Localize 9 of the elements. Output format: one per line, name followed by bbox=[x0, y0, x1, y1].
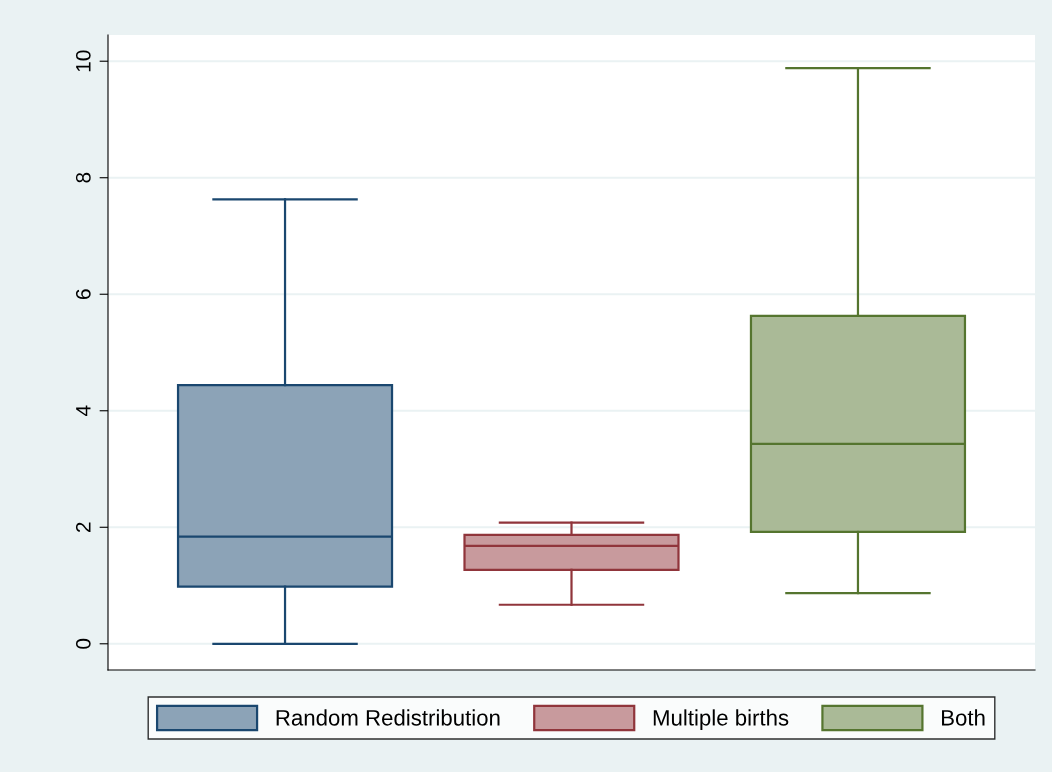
y-tick-label: 6 bbox=[75, 289, 91, 299]
y-tick-label: 10 bbox=[75, 50, 91, 72]
y-tick-label: 8 bbox=[75, 172, 91, 183]
y-tick-label: 4 bbox=[76, 405, 91, 417]
legend-label: Multiple births bbox=[653, 709, 789, 731]
y-tick-label: 2 bbox=[75, 522, 91, 533]
legend-label: Both bbox=[942, 709, 985, 726]
legend-label: Random Redistribution bbox=[276, 709, 500, 726]
y-tick-label: 0 bbox=[75, 638, 91, 649]
